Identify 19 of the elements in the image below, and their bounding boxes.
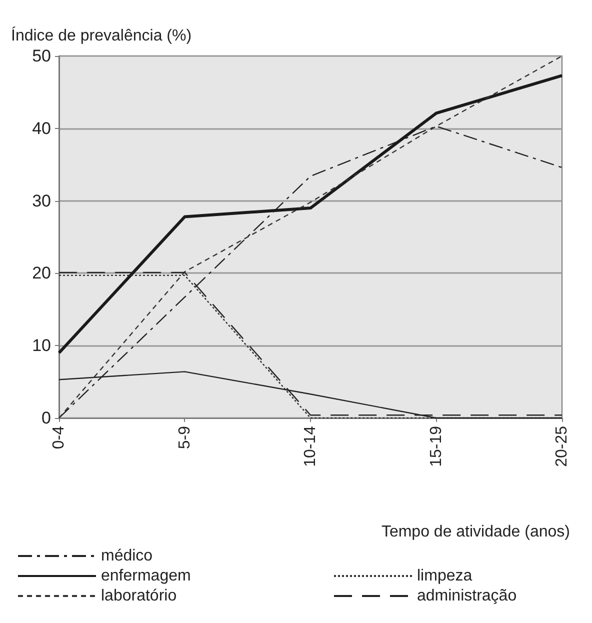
x-tick-label: 0-4 [50,426,68,450]
y-axis-title: Índice de prevalência (%) [11,26,192,44]
legend-label: enfermagem [101,568,191,584]
legend-label: laboratório [101,588,177,604]
y-tick-label: 20 [32,264,51,283]
y-tick-label: 0 [42,408,51,428]
x-axis-title: Tempo de atividade (anos) [381,524,570,540]
x-tick-label: 20-25 [554,426,570,467]
legend-label: limpeza [417,568,472,584]
y-tick-label: 10 [32,336,51,356]
x-tick-label: 15-19 [428,426,445,467]
y-tick-label: 50 [32,46,51,66]
legend-label: administração [417,588,517,604]
y-tick-label: 40 [32,118,51,138]
x-tick-label: 10-14 [302,426,319,467]
legend-label: médico [101,548,153,564]
x-tick-label: 5-9 [176,426,194,450]
y-tick-label: 30 [32,191,51,210]
line-series [58,55,563,419]
